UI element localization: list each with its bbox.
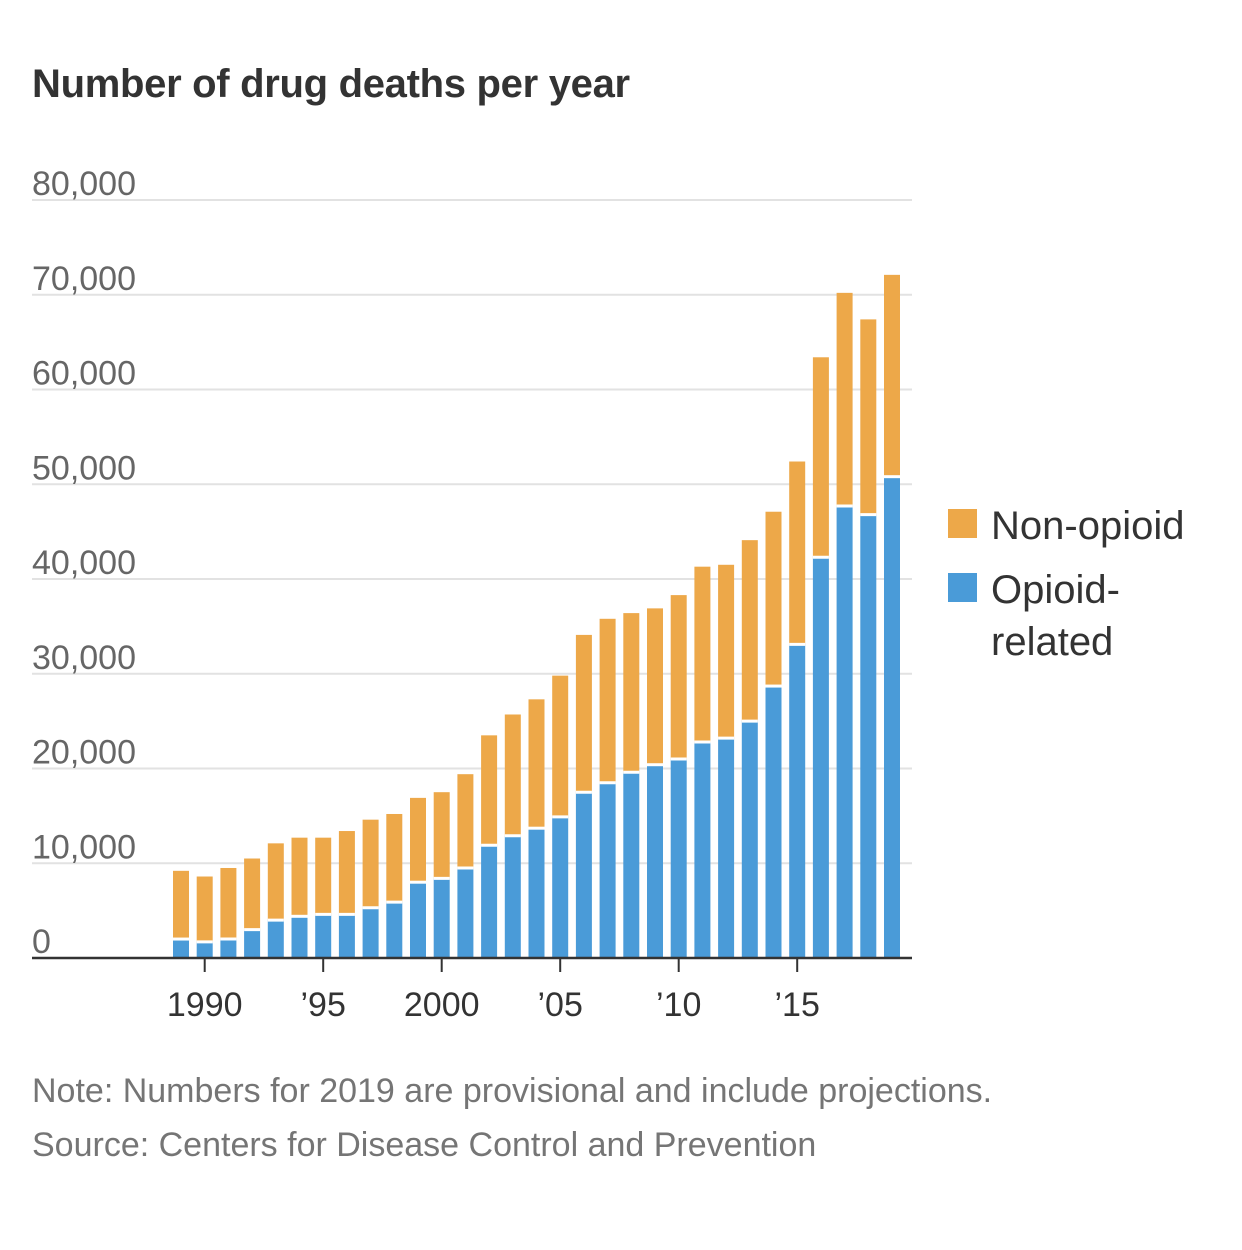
bar-non-opioid-1994 bbox=[291, 837, 308, 917]
bar-non-opioid-2019 bbox=[884, 274, 900, 477]
bar-non-opioid-2005 bbox=[552, 675, 569, 817]
bar-opioid-2006 bbox=[575, 792, 592, 958]
bar-opioid-2000 bbox=[433, 878, 450, 958]
y-tick-label: 20,000 bbox=[32, 734, 136, 772]
bar-opioid-2007 bbox=[599, 782, 616, 958]
bar-non-opioid-2012 bbox=[718, 564, 735, 739]
bar-non-opioid-1997 bbox=[362, 819, 379, 908]
bar-opioid-1995 bbox=[315, 914, 332, 958]
bar-opioid-1990 bbox=[196, 941, 213, 958]
bar-non-opioid-2015 bbox=[789, 461, 806, 645]
bar-non-opioid-2000 bbox=[433, 792, 450, 879]
bar-opioid-2004 bbox=[528, 828, 545, 958]
y-tick-label: 30,000 bbox=[32, 639, 136, 677]
legend-item-opioid: Opioid-related bbox=[948, 564, 1231, 668]
bar-non-opioid-2003 bbox=[504, 714, 521, 836]
bar-non-opioid-1991 bbox=[220, 867, 237, 940]
bar-opioid-2009 bbox=[647, 764, 663, 958]
bar-opioid-1992 bbox=[244, 929, 261, 958]
bar-non-opioid-1998 bbox=[386, 813, 403, 903]
bar-non-opioid-2013 bbox=[741, 540, 758, 722]
bar-opioid-2012 bbox=[718, 738, 735, 958]
bar-opioid-1989 bbox=[173, 939, 189, 958]
bar-non-opioid-1990 bbox=[196, 876, 213, 942]
y-axis-tick-labels: 0 10,000 20,000 30,000 40,000 50,000 60,000 70,… bbox=[32, 165, 136, 961]
chart-title: Number of drug deaths per year bbox=[32, 62, 630, 106]
bar-non-opioid-1995 bbox=[315, 837, 332, 915]
bar-opioid-1997 bbox=[362, 907, 379, 958]
note-text: Note: Numbers for 2019 are provisional a… bbox=[32, 1072, 993, 1110]
bar-non-opioid-2004 bbox=[528, 699, 545, 829]
bar-opioid-2011 bbox=[694, 741, 711, 958]
x-tick-label: 1990 bbox=[167, 986, 243, 1024]
x-tick-label: ’95 bbox=[301, 986, 346, 1024]
bar-opioid-2008 bbox=[623, 772, 640, 958]
bar-non-opioid-1999 bbox=[410, 797, 426, 883]
bar-non-opioid-1996 bbox=[338, 831, 355, 915]
y-tick-label: 60,000 bbox=[32, 355, 136, 393]
bar-non-opioid-1989 bbox=[173, 870, 189, 940]
x-tick-label: ’10 bbox=[656, 986, 701, 1024]
bar-non-opioid-2008 bbox=[623, 613, 640, 773]
legend-label-non-opioid: Non-opioid bbox=[991, 504, 1185, 548]
bar-non-opioid-1993 bbox=[267, 843, 284, 921]
bar-non-opioid-2007 bbox=[599, 618, 616, 783]
bar-non-opioid-2016 bbox=[812, 357, 829, 558]
bar-opioid-2001 bbox=[457, 867, 474, 958]
bar-non-opioid-2014 bbox=[765, 511, 782, 687]
source-text: Source: Centers for Disease Control and … bbox=[32, 1126, 817, 1164]
footnotes: Note: Numbers for 2019 are provisional a… bbox=[32, 1064, 992, 1172]
legend-swatch-opioid bbox=[948, 573, 977, 602]
bar-non-opioid-2011 bbox=[694, 566, 711, 742]
bar-opioid-2017 bbox=[836, 506, 853, 958]
bar-opioid-2018 bbox=[860, 514, 877, 958]
x-tick-label: 2000 bbox=[404, 986, 480, 1024]
bar-opioid-2019 bbox=[884, 476, 900, 958]
bar-opioid-1998 bbox=[386, 902, 403, 958]
bar-opioid-1999 bbox=[410, 882, 426, 958]
y-tick-label: 70,000 bbox=[32, 260, 136, 298]
legend-swatch-non-opioid bbox=[948, 509, 977, 538]
x-tick-label: ’05 bbox=[538, 986, 583, 1024]
bar-opioid-2013 bbox=[741, 721, 758, 958]
bar-opioid-2010 bbox=[670, 759, 687, 958]
x-axis-tick-labels: 1990 ’95 2000 ’05 ’10 ’15 bbox=[167, 986, 820, 1024]
legend: Non-opioid Opioid-related bbox=[948, 500, 1231, 680]
bar-opioid-1993 bbox=[267, 920, 284, 958]
bars bbox=[173, 274, 900, 958]
bar-non-opioid-2017 bbox=[836, 292, 853, 507]
bar-non-opioid-2009 bbox=[647, 608, 663, 765]
bar-opioid-2002 bbox=[481, 845, 498, 958]
gridlines bbox=[32, 199, 912, 865]
bar-non-opioid-1992 bbox=[244, 858, 261, 930]
bar-opioid-1994 bbox=[291, 916, 308, 958]
y-tick-label: 10,000 bbox=[32, 828, 136, 866]
stacked-bar-chart: 0 10,000 20,000 30,000 40,000 50,000 60,000 70,… bbox=[32, 165, 912, 1024]
bar-opioid-2016 bbox=[812, 557, 829, 958]
bar-non-opioid-2010 bbox=[670, 595, 687, 760]
legend-label-opioid: Opioid-related bbox=[991, 568, 1120, 664]
y-tick-label: 50,000 bbox=[32, 449, 136, 487]
bar-opioid-2014 bbox=[765, 686, 782, 958]
bar-opioid-1991 bbox=[220, 939, 237, 958]
bar-opioid-1996 bbox=[338, 914, 355, 958]
bar-opioid-2003 bbox=[504, 835, 521, 958]
bar-opioid-2015 bbox=[789, 644, 806, 958]
legend-item-non-opioid: Non-opioid bbox=[948, 500, 1231, 552]
x-axis bbox=[32, 956, 912, 972]
bar-non-opioid-2002 bbox=[481, 735, 498, 846]
y-tick-label: 0 bbox=[32, 923, 51, 961]
bar-non-opioid-2006 bbox=[575, 634, 592, 793]
y-tick-label: 40,000 bbox=[32, 544, 136, 582]
bar-non-opioid-2001 bbox=[457, 774, 474, 868]
bar-opioid-2005 bbox=[552, 816, 569, 958]
y-tick-label: 80,000 bbox=[32, 165, 136, 203]
x-tick-label: ’15 bbox=[775, 986, 820, 1024]
bar-non-opioid-2018 bbox=[860, 319, 877, 515]
